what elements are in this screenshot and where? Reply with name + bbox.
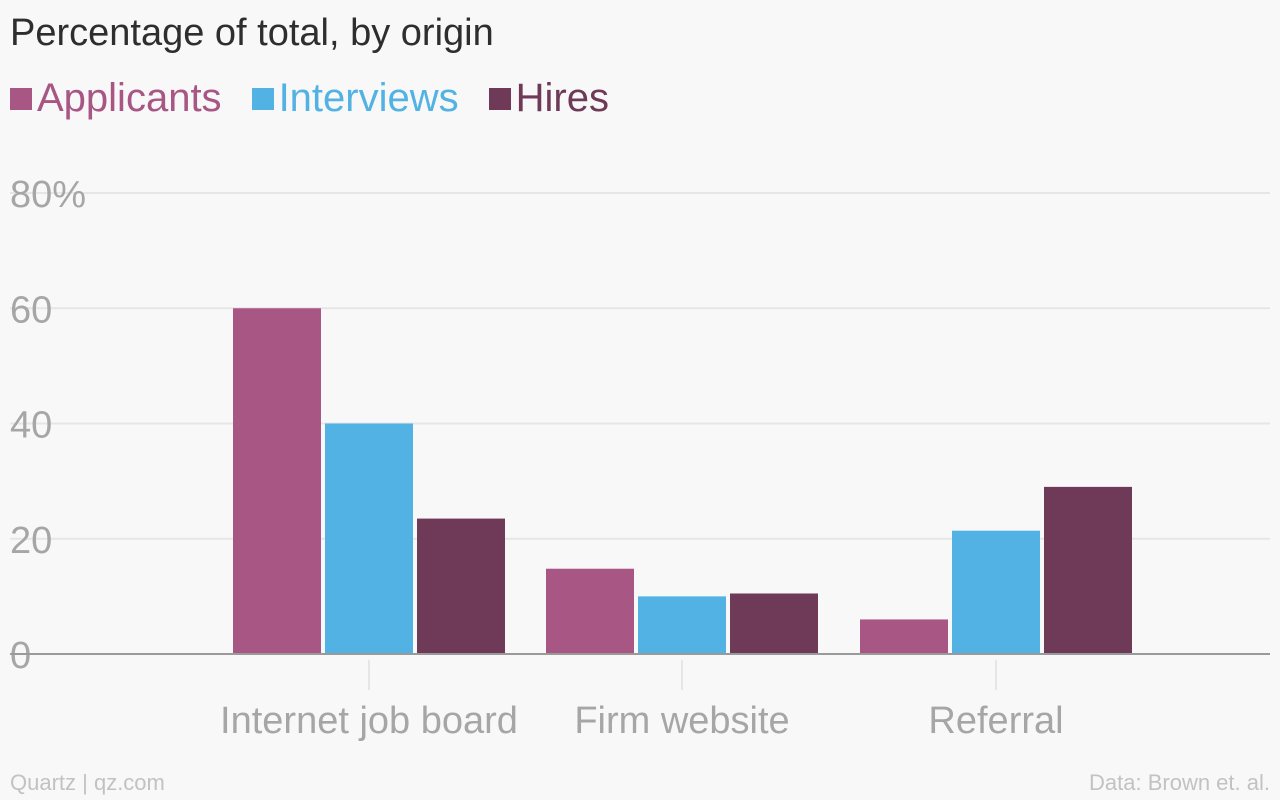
legend-item-hires: Hires: [488, 76, 609, 121]
y-tick-label: 20: [10, 520, 52, 562]
legend-swatch-applicants: [10, 87, 32, 110]
legend-swatch-interviews: [251, 87, 274, 110]
legend-item-interviews: Interviews: [251, 76, 459, 121]
chart-legend: Applicants Interviews Hires: [10, 76, 639, 121]
bar-applicants-0: [233, 308, 321, 654]
bar-applicants-1: [546, 568, 634, 654]
bar-hires-2: [1044, 486, 1132, 654]
bar-interviews-2: [952, 530, 1040, 654]
x-tick-label: Referral: [928, 700, 1063, 742]
legend-label-hires: Hires: [515, 76, 609, 120]
legend-label-applicants: Applicants: [37, 76, 222, 120]
legend-label-interviews: Interviews: [278, 76, 459, 120]
chart-title: Percentage of total, by origin: [10, 12, 494, 54]
bar-hires-0: [417, 518, 505, 654]
legend-swatch-hires: [488, 87, 511, 110]
footer-source-left: Quartz | qz.com: [10, 770, 165, 795]
y-tick-label: 40: [10, 405, 52, 447]
y-tick-label: 60: [10, 289, 52, 331]
bar-interviews-1: [638, 596, 726, 654]
footer-source-right: Data: Brown et. al.: [1089, 770, 1270, 795]
bar-interviews-0: [325, 423, 413, 654]
y-tick-label: 0: [10, 635, 31, 677]
bar-hires-1: [730, 593, 818, 654]
x-tick-label: Internet job board: [220, 700, 518, 742]
y-tick-label: 80%: [10, 174, 86, 216]
legend-item-applicants: Applicants: [10, 76, 222, 121]
bar-applicants-2: [860, 619, 948, 654]
x-tick-label: Firm website: [574, 700, 789, 742]
